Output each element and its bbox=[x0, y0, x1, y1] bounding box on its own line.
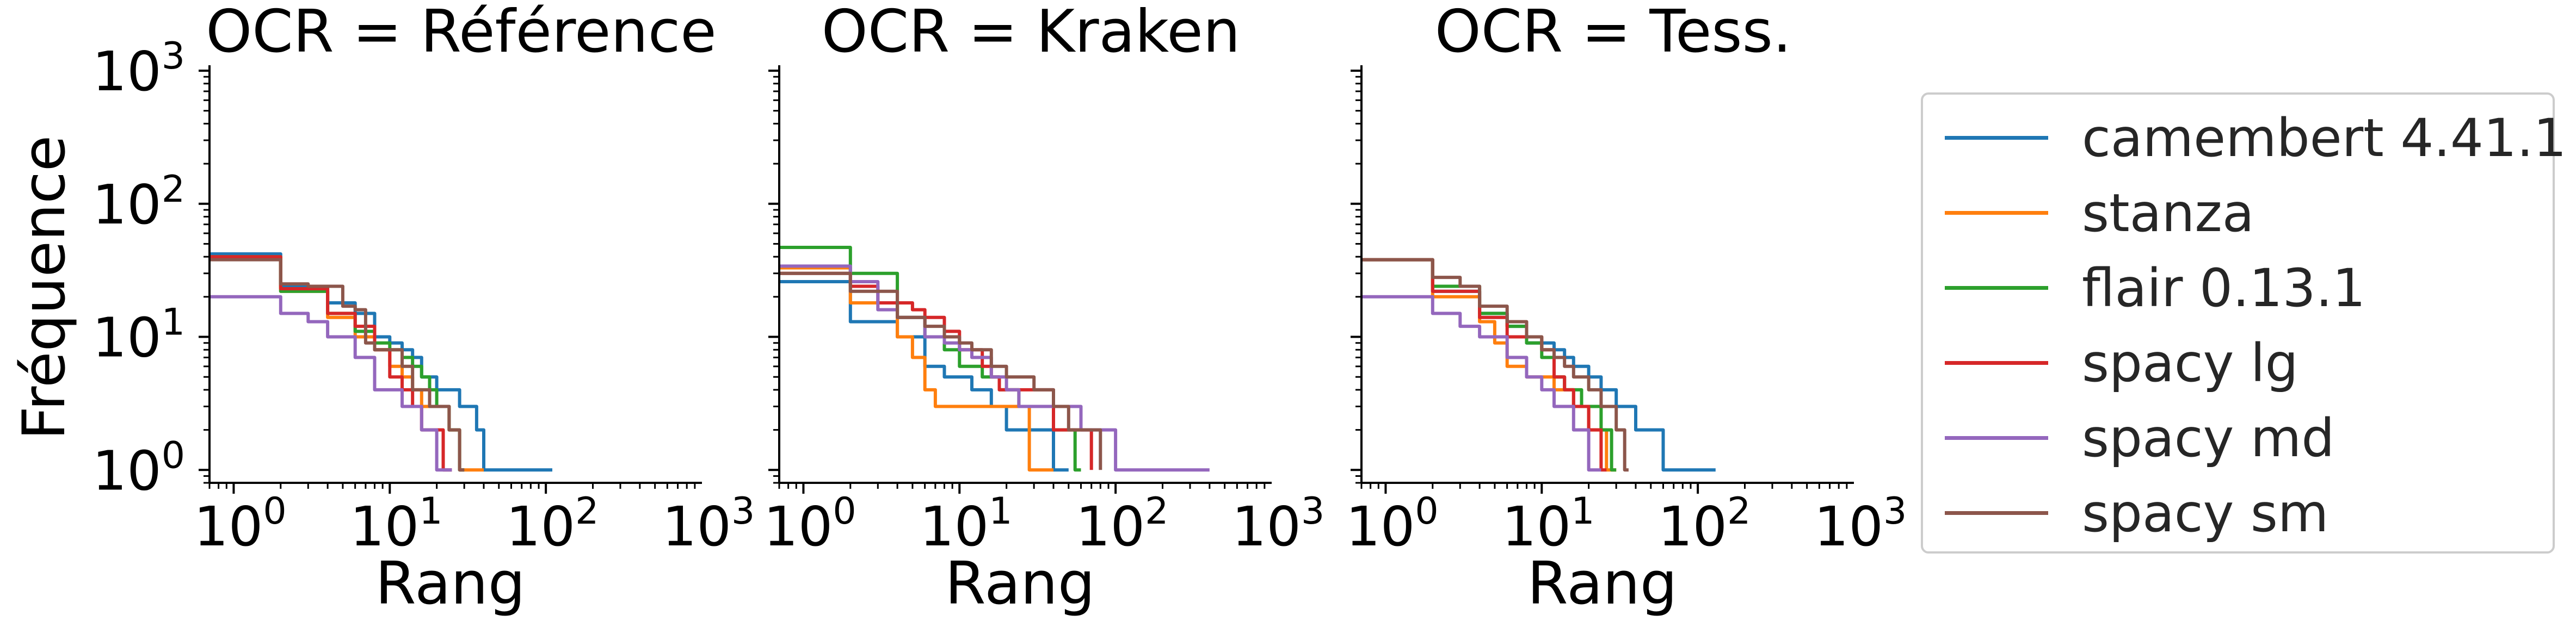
series-line-spacy-md bbox=[209, 295, 452, 472]
x-tick-label: 100 bbox=[763, 490, 856, 558]
series-line-stanza bbox=[779, 266, 1053, 472]
x-tick-label: 100 bbox=[194, 490, 287, 558]
legend-item: flair 0.13.1 bbox=[1923, 250, 2553, 325]
x-axis-label: Rang bbox=[375, 550, 526, 618]
series-line-spacy-sm bbox=[1361, 258, 1629, 472]
legend-item: spacy md bbox=[1923, 400, 2553, 475]
y-tick-label: 101 bbox=[92, 301, 185, 370]
panel-title: OCR = Kraken bbox=[822, 0, 1241, 66]
series-line-spacy-sm bbox=[779, 271, 1102, 470]
series-line-camembert-4-41-1 bbox=[1361, 258, 1716, 472]
legend-swatch bbox=[1945, 211, 2048, 215]
x-tick-label: 100 bbox=[1346, 490, 1439, 558]
legend-label: stanza bbox=[2082, 183, 2254, 244]
x-tick-label: 102 bbox=[1658, 490, 1751, 558]
x-tick-label: 103 bbox=[1814, 490, 1907, 558]
y-tick-label: 100 bbox=[92, 434, 185, 502]
legend-item: spacy sm bbox=[1923, 475, 2553, 550]
y-tick-label: 103 bbox=[92, 35, 185, 103]
x-axis-label: Rang bbox=[1527, 550, 1678, 618]
x-tick-label: 102 bbox=[1076, 490, 1169, 558]
legend-label: spacy sm bbox=[2082, 483, 2329, 544]
legend-item: spacy lg bbox=[1923, 325, 2553, 400]
x-tick-label: 103 bbox=[662, 490, 755, 558]
series-line-flair-0-13-1 bbox=[209, 255, 465, 472]
y-tick-label: 102 bbox=[92, 168, 185, 237]
legend-swatch bbox=[1945, 361, 2048, 365]
panel-title: OCR = Tess. bbox=[1435, 0, 1792, 66]
legend-label: camembert 4.41.1 bbox=[2082, 108, 2567, 169]
x-axis-label: Rang bbox=[945, 550, 1095, 618]
legend-item: stanza bbox=[1923, 175, 2553, 250]
x-tick-label: 101 bbox=[1502, 490, 1595, 558]
legend-label: spacy lg bbox=[2082, 333, 2298, 394]
series-line-spacy-md bbox=[1361, 295, 1601, 472]
panel-2: OCR = Kraken 100 101 102 103 Rang bbox=[763, 0, 1324, 618]
legend-label: spacy md bbox=[2082, 408, 2335, 469]
x-tick-label: 101 bbox=[350, 490, 443, 558]
x-tick-label: 103 bbox=[1232, 490, 1325, 558]
series-line-camembert-4-41-1 bbox=[209, 252, 552, 472]
x-tick-label: 101 bbox=[920, 490, 1013, 558]
series-group bbox=[209, 252, 552, 472]
panel-title: OCR = Référence bbox=[206, 0, 716, 66]
series-group bbox=[779, 246, 1210, 472]
series-line-spacy-lg bbox=[209, 255, 452, 472]
legend-swatch bbox=[1945, 136, 2048, 140]
x-tick-label: 102 bbox=[506, 490, 599, 558]
legend: camembert 4.41.1 stanza flair 0.13.1 spacy … bbox=[1921, 92, 2567, 554]
y-axis-label: Fréquence bbox=[10, 135, 78, 440]
legend-item: camembert 4.41.1 bbox=[1923, 100, 2567, 175]
legend-swatch bbox=[1945, 511, 2048, 515]
panel-3: OCR = Tess. 100 101 102 103 Rang bbox=[1346, 0, 1907, 618]
series-group bbox=[1361, 258, 1716, 472]
legend-swatch bbox=[1945, 436, 2048, 440]
legend-label: flair 0.13.1 bbox=[2082, 258, 2366, 319]
legend-swatch bbox=[1945, 286, 2048, 290]
series-line-spacy-md bbox=[779, 264, 1210, 472]
series-line-spacy-sm bbox=[209, 258, 465, 472]
series-line-spacy-lg bbox=[779, 271, 1093, 470]
